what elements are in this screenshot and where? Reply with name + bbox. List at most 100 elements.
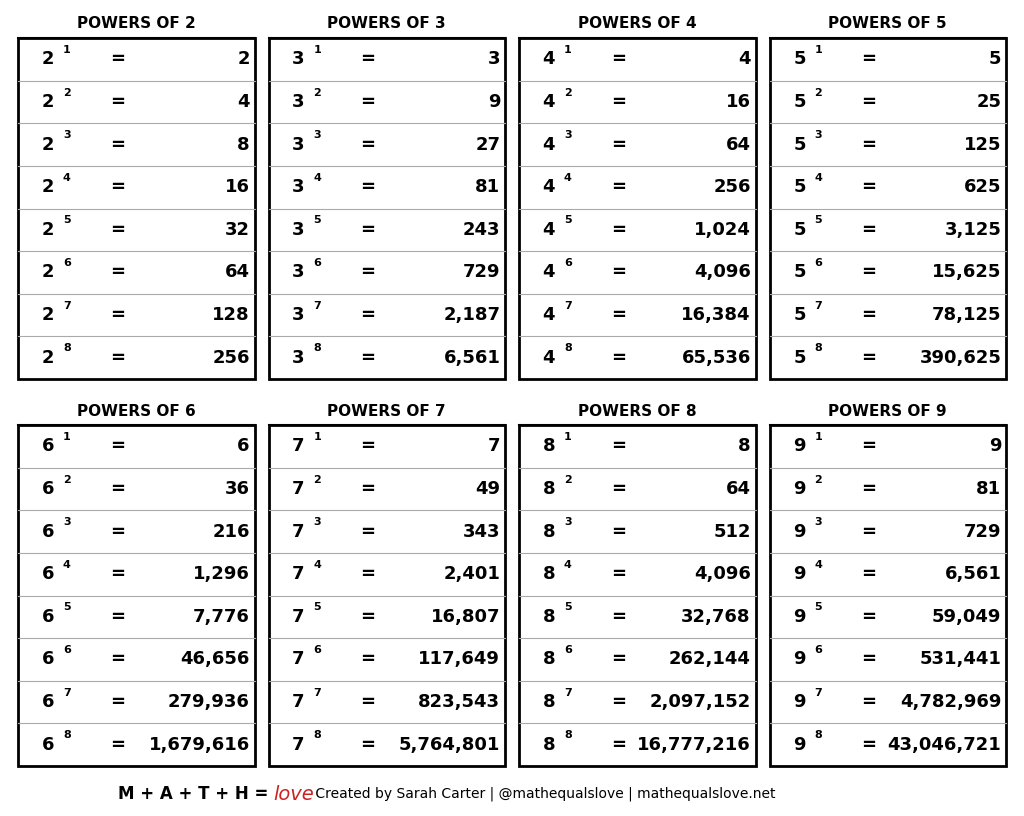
Text: 4: 4 — [62, 560, 71, 570]
Text: 128: 128 — [212, 306, 250, 324]
Text: =: = — [110, 178, 125, 196]
Text: 4: 4 — [543, 51, 555, 69]
Text: =: = — [611, 565, 626, 583]
Bar — [268, 38, 505, 379]
Text: =: = — [360, 306, 376, 324]
Text: 6: 6 — [42, 650, 54, 668]
Text: 8: 8 — [738, 437, 751, 455]
Text: 4: 4 — [543, 135, 555, 153]
Text: 6: 6 — [564, 258, 571, 268]
Text: =: = — [110, 348, 125, 366]
Text: 3: 3 — [292, 135, 305, 153]
Text: POWERS OF 2: POWERS OF 2 — [77, 16, 196, 32]
Bar — [18, 38, 255, 379]
Text: 2: 2 — [313, 87, 322, 98]
Text: =: = — [360, 522, 376, 540]
Text: 7: 7 — [292, 565, 305, 583]
Text: 4: 4 — [564, 560, 571, 570]
Text: 1,679,616: 1,679,616 — [148, 736, 250, 754]
Text: =: = — [360, 178, 376, 196]
Text: 8: 8 — [543, 608, 555, 626]
Text: 9: 9 — [794, 650, 806, 668]
Text: =: = — [861, 264, 877, 282]
Text: 6,561: 6,561 — [944, 565, 1001, 583]
Text: 4,782,969: 4,782,969 — [900, 693, 1001, 711]
Text: 6: 6 — [62, 258, 71, 268]
Text: 1: 1 — [313, 45, 322, 55]
Text: 216: 216 — [212, 522, 250, 540]
Text: 2: 2 — [42, 221, 54, 239]
Text: =: = — [611, 306, 626, 324]
Text: =: = — [360, 565, 376, 583]
Text: 7: 7 — [313, 688, 322, 698]
Text: 125: 125 — [964, 135, 1001, 153]
Text: =: = — [360, 693, 376, 711]
Text: 4: 4 — [814, 560, 822, 570]
Text: 7: 7 — [292, 736, 305, 754]
Text: =: = — [110, 93, 125, 111]
Text: POWERS OF 3: POWERS OF 3 — [328, 16, 446, 32]
Text: 8: 8 — [543, 522, 555, 540]
Text: POWERS OF 9: POWERS OF 9 — [828, 403, 947, 419]
Text: 8: 8 — [543, 650, 555, 668]
Text: 7: 7 — [564, 688, 571, 698]
Text: 32,768: 32,768 — [681, 608, 751, 626]
Text: 9: 9 — [794, 693, 806, 711]
Text: 729: 729 — [964, 522, 1001, 540]
Text: 3: 3 — [292, 306, 305, 324]
Text: =: = — [360, 650, 376, 668]
Text: 2,401: 2,401 — [443, 565, 501, 583]
Text: 2: 2 — [814, 475, 822, 485]
Text: 3: 3 — [292, 93, 305, 111]
Text: 5: 5 — [814, 602, 822, 613]
Text: =: = — [861, 650, 877, 668]
Text: 6: 6 — [42, 693, 54, 711]
Text: 8: 8 — [564, 730, 571, 740]
Text: 7: 7 — [62, 300, 71, 311]
Text: 4: 4 — [543, 221, 555, 239]
Text: Created by Sarah Carter | @mathequalslove | mathequalslove.net: Created by Sarah Carter | @mathequalslov… — [311, 787, 775, 801]
Text: =: = — [861, 480, 877, 498]
Text: 7: 7 — [292, 608, 305, 626]
Text: 5: 5 — [989, 51, 1001, 69]
Text: 6: 6 — [42, 522, 54, 540]
Text: 8: 8 — [543, 437, 555, 455]
Text: 3: 3 — [564, 517, 571, 527]
Text: =: = — [861, 608, 877, 626]
Text: 46,656: 46,656 — [180, 650, 250, 668]
Text: =: = — [110, 135, 125, 153]
Text: =: = — [861, 736, 877, 754]
Text: POWERS OF 4: POWERS OF 4 — [578, 16, 696, 32]
Text: 8: 8 — [814, 344, 822, 353]
Text: 7: 7 — [814, 688, 822, 698]
Text: 8: 8 — [543, 693, 555, 711]
Text: 8: 8 — [543, 736, 555, 754]
Text: 2: 2 — [42, 178, 54, 196]
Text: 390,625: 390,625 — [920, 348, 1001, 366]
Text: 7: 7 — [292, 437, 305, 455]
Text: 531,441: 531,441 — [920, 650, 1001, 668]
Text: 6: 6 — [42, 565, 54, 583]
Text: 9: 9 — [794, 522, 806, 540]
Text: =: = — [611, 264, 626, 282]
Text: POWERS OF 8: POWERS OF 8 — [578, 403, 696, 419]
Text: =: = — [611, 522, 626, 540]
Text: 8: 8 — [543, 565, 555, 583]
Text: =: = — [110, 480, 125, 498]
Text: 5: 5 — [564, 215, 571, 225]
Text: 3: 3 — [292, 51, 305, 69]
Text: 256: 256 — [714, 178, 751, 196]
Text: 5: 5 — [794, 178, 806, 196]
Text: 7: 7 — [62, 688, 71, 698]
Text: 4: 4 — [543, 264, 555, 282]
Text: 117,649: 117,649 — [419, 650, 501, 668]
Text: 1: 1 — [564, 45, 571, 55]
Text: 9: 9 — [794, 608, 806, 626]
Bar — [519, 38, 756, 379]
Text: 5: 5 — [814, 215, 822, 225]
Text: 279,936: 279,936 — [168, 693, 250, 711]
Text: 1,024: 1,024 — [694, 221, 751, 239]
Text: =: = — [861, 437, 877, 455]
Text: 2: 2 — [42, 93, 54, 111]
Text: 7: 7 — [814, 300, 822, 311]
